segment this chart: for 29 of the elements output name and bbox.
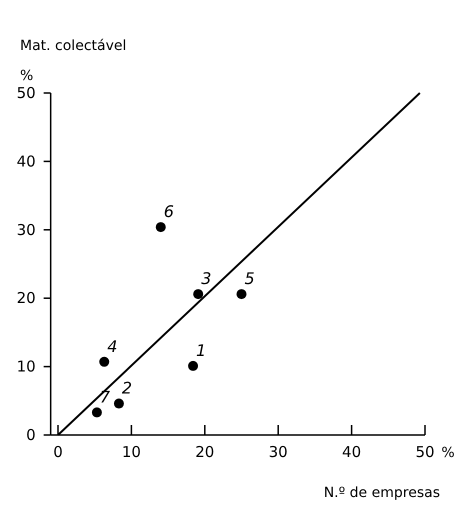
text: %	[441, 445, 455, 461]
point	[92, 407, 102, 418]
point	[188, 360, 198, 371]
y-tick-label: 50	[16, 84, 36, 102]
point	[114, 398, 124, 409]
annotation: 2	[122, 378, 132, 398]
point	[99, 356, 110, 367]
annotation: 5	[244, 269, 255, 288]
annotation: 1	[196, 340, 206, 360]
y-tick-label: 20	[16, 289, 36, 308]
x-tick-label: 0	[53, 443, 63, 461]
text: %	[20, 68, 34, 84]
annotation: 6	[164, 202, 174, 222]
x-tick-label: 50	[415, 443, 435, 461]
point	[236, 289, 246, 300]
y-tick-label: 0	[26, 426, 36, 444]
y-tick-label: 30	[16, 220, 36, 239]
x-tick-label: 40	[342, 443, 362, 461]
y-tick-label: 10	[16, 358, 36, 376]
point	[193, 289, 204, 300]
x-axis-title: N.º de empresas	[324, 485, 440, 501]
annotation: 4	[107, 336, 118, 356]
x-tick-label: 30	[268, 443, 288, 461]
y-axis-title: Mat. colectável	[20, 38, 126, 54]
annotation: 3	[201, 269, 212, 288]
x-tick-label: 20	[195, 443, 214, 461]
y-tick-label: 40	[16, 152, 36, 170]
x-tick-label: 10	[122, 443, 141, 461]
point	[156, 222, 166, 232]
